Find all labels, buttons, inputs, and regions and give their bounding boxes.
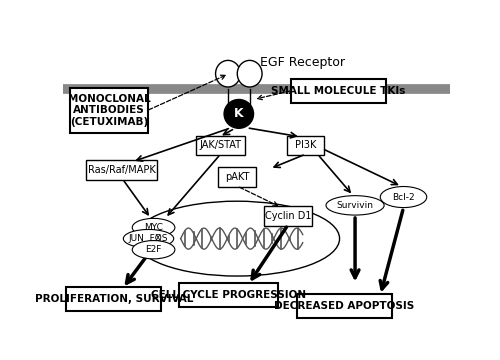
Text: SMALL MOLECULE TKIs: SMALL MOLECULE TKIs (272, 86, 406, 96)
Text: DECREASED APOPTOSIS: DECREASED APOPTOSIS (274, 301, 414, 311)
Ellipse shape (124, 229, 174, 248)
Ellipse shape (380, 186, 427, 208)
FancyBboxPatch shape (179, 283, 278, 307)
FancyBboxPatch shape (287, 135, 324, 156)
Ellipse shape (216, 60, 240, 87)
Text: CELL CYCLE PROGRESSION: CELL CYCLE PROGRESSION (150, 290, 306, 300)
Text: MONOCLONAL
ANTIBODIES
(CETUXIMAB): MONOCLONAL ANTIBODIES (CETUXIMAB) (68, 94, 150, 127)
Ellipse shape (238, 60, 262, 87)
Text: X: X (155, 234, 161, 243)
Text: Bcl-2: Bcl-2 (392, 193, 415, 202)
Text: MYC: MYC (144, 223, 163, 232)
Ellipse shape (224, 99, 254, 128)
FancyBboxPatch shape (66, 287, 162, 311)
Text: PI3K: PI3K (295, 140, 316, 150)
Ellipse shape (134, 201, 340, 276)
Ellipse shape (132, 240, 175, 259)
FancyBboxPatch shape (297, 294, 392, 318)
Text: EGF Receptor: EGF Receptor (260, 56, 345, 69)
Text: Survivin: Survivin (336, 201, 374, 210)
Text: PROLIFERATION, SURVIVAL: PROLIFERATION, SURVIVAL (34, 294, 193, 304)
FancyBboxPatch shape (70, 87, 148, 133)
Text: JAK/STAT: JAK/STAT (200, 140, 241, 150)
Text: pAKT: pAKT (224, 172, 249, 183)
Ellipse shape (326, 196, 384, 215)
FancyBboxPatch shape (291, 79, 386, 103)
Text: Cyclin D1: Cyclin D1 (265, 211, 312, 221)
Ellipse shape (132, 219, 175, 237)
FancyBboxPatch shape (86, 161, 158, 180)
FancyBboxPatch shape (264, 206, 312, 226)
Text: JUN  FOS: JUN FOS (129, 234, 168, 243)
Text: E2F: E2F (146, 245, 162, 254)
Text: K: K (234, 107, 243, 120)
FancyBboxPatch shape (196, 135, 244, 156)
Text: Ras/Raf/MAPK: Ras/Raf/MAPK (88, 166, 156, 175)
FancyBboxPatch shape (218, 167, 256, 187)
